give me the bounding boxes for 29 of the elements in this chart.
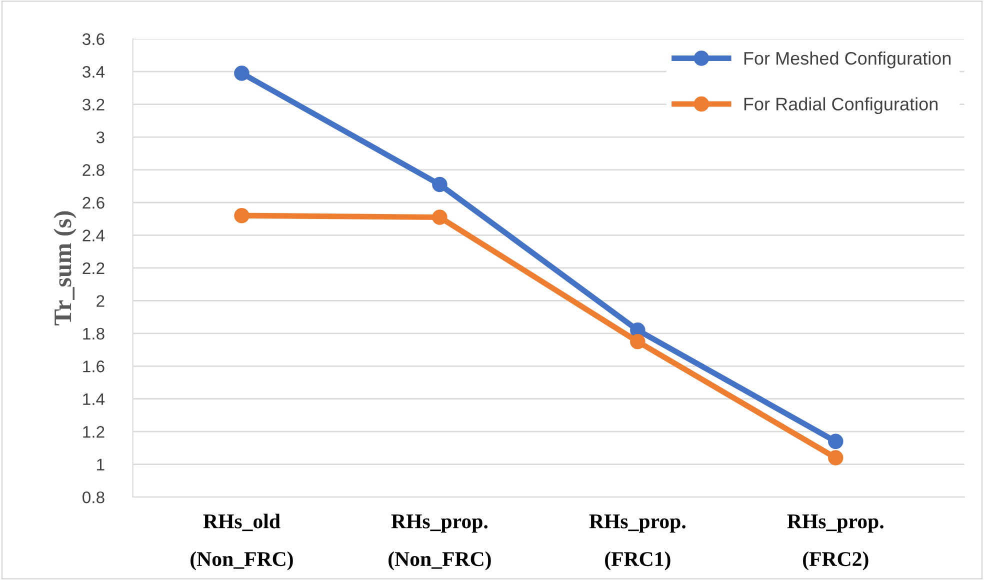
- y-tick-label: 1.2: [83, 426, 104, 438]
- y-tick-label: 2: [96, 295, 104, 307]
- y-tick-label: 2.6: [82, 196, 104, 209]
- x-tick-label: RHs_prop. (FRC1): [589, 514, 686, 570]
- x-tick-label: RHs_prop. (FRC2): [787, 514, 884, 570]
- point: [828, 450, 844, 466]
- y-tick-label: 3: [96, 131, 104, 144]
- y-tick-label: 1.8: [83, 328, 104, 340]
- point: [828, 434, 844, 450]
- legend-label: For Radial Configuration: [744, 97, 938, 114]
- y-tick-label: 2.2: [82, 262, 104, 274]
- point: [432, 210, 448, 225]
- point: [630, 334, 646, 350]
- y-tick-label: 2.8: [82, 164, 104, 176]
- x-tick-label: RHs_old (Non_FRC): [190, 514, 293, 570]
- y-tick-label: 2.4: [82, 230, 105, 242]
- y-tick-label: 3.6: [82, 33, 104, 46]
- y-tick-label: 1.6: [83, 360, 104, 372]
- y-tick-label: 1.4: [83, 393, 105, 405]
- y-tick-label: 3.4: [82, 66, 105, 78]
- point: [432, 176, 448, 192]
- y-tick-label: 0.8: [82, 491, 104, 504]
- y-tick-label: 1: [97, 458, 104, 470]
- point: [234, 208, 250, 224]
- point: [234, 66, 250, 81]
- legend-label: For Meshed Configuration: [744, 52, 951, 68]
- x-tick-label: RHs_prop. (Non_FRC): [388, 514, 491, 570]
- y-axis-title: Tr_sum (s): [54, 211, 76, 326]
- y-tick-label: 3.2: [82, 98, 104, 111]
